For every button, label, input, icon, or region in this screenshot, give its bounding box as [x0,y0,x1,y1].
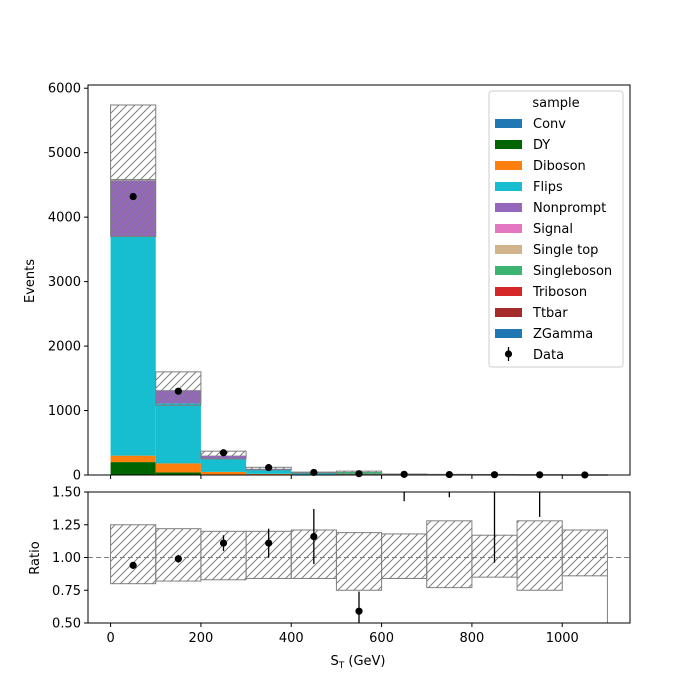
bar-flips [155,403,201,464]
data-point [265,463,273,472]
ratio-points [129,492,541,623]
legend-entry: Flips [533,180,563,195]
data-point [355,470,363,478]
ratio-y-tick-label: 1.00 [52,551,81,566]
legend-swatch [495,161,522,170]
legend-entry: Signal [533,222,573,237]
main-panel: 0 1000 2000 3000 4000 5000 6000 Events sample C… [23,82,631,484]
data-point [219,449,228,457]
bar-diboson [200,471,247,475]
legend-swatch [495,119,522,128]
bar-flips [200,459,247,472]
y-tick-label: 3000 [48,275,81,290]
ratio-point [174,555,182,563]
x-axis-label-unit: (GeV) [344,654,385,669]
ratio-band-bin [516,520,563,591]
bar-dy [110,462,156,475]
x-tick-label: 200 [189,631,214,646]
data-point [310,468,318,477]
legend-swatch [495,140,522,149]
x-axis-label: ST (GeV) [330,654,385,671]
ratio-panel: 0.50 0.75 1.00 1.25 1.50 0 200 400 600 800 1000 Ra… [28,486,631,671]
ratio-y-tick-label: 0.50 [52,617,81,632]
data-point [174,387,182,395]
bar-diboson [110,455,156,463]
x-axis-label-main: S [330,654,338,669]
ratio-y-tick-label: 1.25 [52,518,81,533]
ratio-band-bin [110,524,157,585]
legend-swatch [495,224,522,233]
legend-entry: Single top [533,243,598,258]
ratio-band-bin [381,533,428,579]
ratio-point [129,561,137,569]
main-frame [87,84,631,476]
ratio-band-bin [335,532,383,591]
ratio-y-tick-label: 1.50 [52,486,81,501]
legend: sample Conv DY Diboson Flips Nonprompt Signal S… [488,90,624,368]
y-tick-label: 4000 [48,211,81,226]
ratio-point [310,532,318,541]
legend-swatch [495,266,522,275]
y-tick-label: 6000 [48,82,81,97]
legend-data-marker [504,350,513,358]
legend-swatch [495,182,522,191]
legend-entry: Triboson [532,285,587,300]
ratio-y-axis-label: Ratio [28,541,43,574]
x-tick-label: 600 [369,631,394,646]
y-tick-label: 1000 [48,404,81,419]
legend-entry: Diboson [533,159,586,174]
bar-dy [155,472,201,475]
ratio-point [219,539,228,547]
legend-swatch [495,245,522,254]
data-point [129,192,137,201]
ratio-y-tick-label: 0.75 [52,584,81,599]
legend-swatch [495,329,522,338]
x-tick-label: 400 [279,631,304,646]
ratio-point [265,539,273,547]
legend-swatch [495,308,522,317]
ratio-axes: 0.50 0.75 1.00 1.25 1.50 0 200 400 600 800 1000 [52,486,631,646]
legend-entry: Conv [533,117,566,132]
legend-entry: Nonprompt [533,201,606,216]
y-tick-label: 2000 [48,340,81,355]
x-axis-label-subscript: T [338,661,345,671]
bar-flips [110,236,156,456]
y-tick-label: 0 [73,469,81,484]
legend-swatch [495,203,522,212]
uncertainty-bin [110,104,157,237]
bar-diboson [246,473,292,475]
legend-entry: Singleboson [533,264,612,279]
ratio-point [355,607,363,615]
x-tick-label: 0 [106,631,114,646]
legend-entry: Data [533,348,564,363]
legend-entry: DY [533,138,550,153]
data-point [400,470,408,478]
x-tick-label: 800 [460,631,485,646]
ratio-band-bin [561,529,608,577]
bar-flips [246,469,292,474]
bar-diboson [155,463,201,473]
legend-swatch [495,287,522,296]
data-points [129,192,589,479]
x-tick-label: 1000 [546,631,579,646]
legend-title: sample [532,96,579,111]
legend-entry: ZGamma [533,327,593,342]
y-tick-label: 5000 [48,146,81,161]
ratio-uncertainty-band [110,520,608,623]
legend-entry: Ttbar [532,306,568,321]
main-axes: 0 1000 2000 3000 4000 5000 6000 [48,82,631,484]
y-axis-label: Events [23,259,38,303]
legend-box [488,90,624,368]
ratio-band-bin [426,520,473,589]
